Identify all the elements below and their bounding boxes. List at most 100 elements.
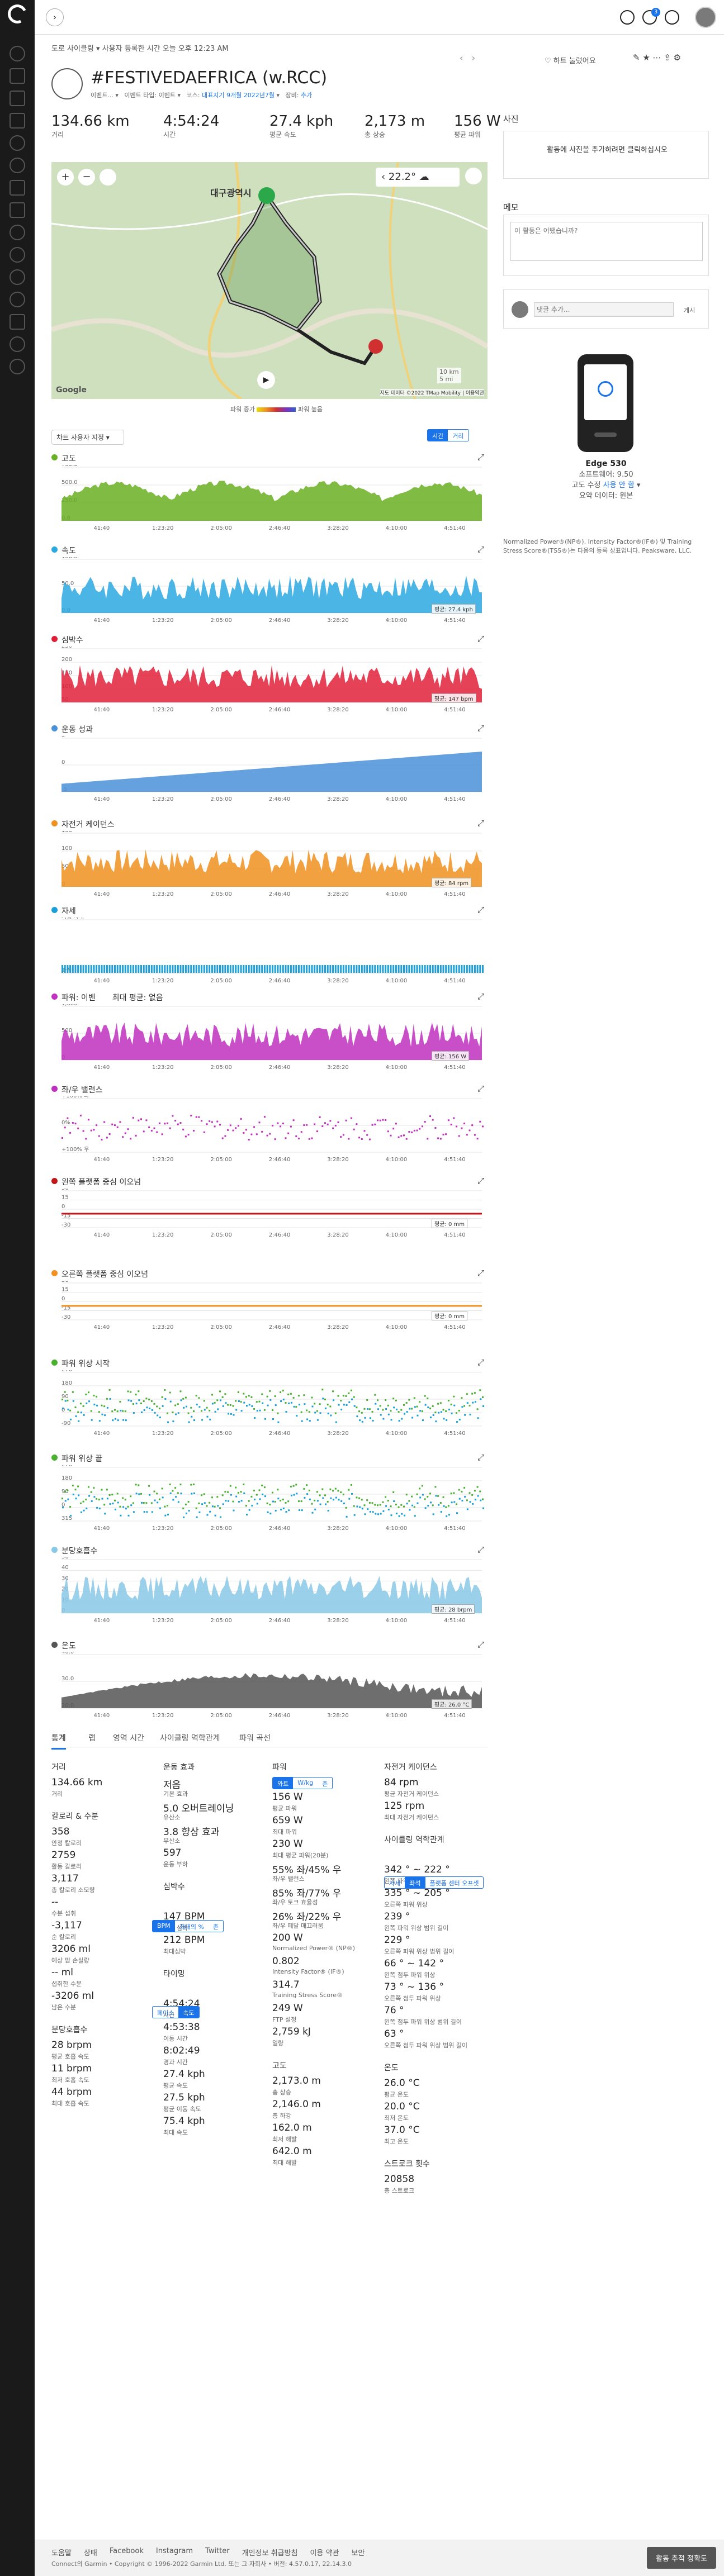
footer-link[interactable]: 개인정보 취급방침 xyxy=(242,2549,298,2558)
chart-hr[interactable]: 2502001501005041:401:23:202:05:002:46:40… xyxy=(51,647,488,716)
chart-title-ppend[interactable]: 파워 위상 끝 xyxy=(51,1453,102,1464)
tab-stats[interactable]: 통계 xyxy=(51,1732,66,1750)
activity-title[interactable]: #FESTIVEDAEFRICA (w.RCC) xyxy=(91,68,328,88)
chart-speed[interactable]: 100.050.00.041:401:23:202:05:002:46:403:… xyxy=(51,557,488,626)
hr-unit-toggle[interactable]: BPM 최대의 % 존 xyxy=(152,1920,224,1932)
activity-toolbar[interactable]: ✎ ★ ⋯ ⇪ ⚙ xyxy=(633,53,682,63)
footer-link[interactable]: Facebook xyxy=(109,2547,144,2555)
dashboard-icon[interactable] xyxy=(10,46,25,61)
chart-expand-icon[interactable]: ⤢ xyxy=(477,1544,484,1555)
map-layers-icon[interactable] xyxy=(100,169,116,186)
chart-expand-icon[interactable]: ⤢ xyxy=(477,634,484,644)
chart-expand-icon[interactable]: ⤢ xyxy=(477,1452,484,1462)
chart-expand-icon[interactable]: ⤢ xyxy=(477,905,484,915)
chart-expand-icon[interactable]: ⤢ xyxy=(477,723,484,733)
weather-widget[interactable]: ‹ 22.2° ☁ xyxy=(376,168,460,187)
breadcrumb-user[interactable]: 사용자 xyxy=(102,45,122,53)
timing-unit-toggle[interactable]: 페이스 속도 xyxy=(152,2006,200,2018)
chart-lpco[interactable]: 30 15 0 -15 -30 41:40 1:23:20 2:05:00 2:46:40 3:2… xyxy=(51,1189,488,1241)
garmin-logo-icon[interactable] xyxy=(5,2,30,26)
chart-temp[interactable]: 40.030.020.041:401:23:202:05:002:46:403:… xyxy=(51,1652,488,1722)
breadcrumb-sport[interactable]: 도로 사이클링 xyxy=(51,45,94,53)
chart-axis-toggle[interactable]: 시간 거리 xyxy=(427,429,469,441)
footer-link[interactable]: 도움말 xyxy=(51,2549,72,2558)
avatar[interactable] xyxy=(695,7,716,28)
chart-title-resp[interactable]: 분당호흡수 xyxy=(51,1545,97,1556)
feedback-button[interactable]: 활동 추적 정확도 xyxy=(647,2547,716,2569)
dynamics-toggle[interactable]: 자세 좌석 플랫폼 센터 오프셋 xyxy=(384,1876,484,1889)
chart-expand-icon[interactable]: ⤢ xyxy=(477,991,484,1001)
prev-next-arrows[interactable]: ‹ › xyxy=(460,53,476,63)
chart-expand-icon[interactable]: ⤢ xyxy=(477,1083,484,1094)
activity-map[interactable]: 대구광역시 + − ‹ 22.2° ☁ ▶ 10 km 5 mi Google 지… xyxy=(51,162,488,399)
chart-ppstart[interactable]: 270 180 90 0 -90 41:40 1:23:20 2:05:00 2:46:40 3:… xyxy=(51,1370,488,1439)
chart-title-speed[interactable]: 속도 xyxy=(51,545,76,556)
power-unit-toggle[interactable]: 와트 W/kg 존 xyxy=(272,1777,333,1789)
chart-resp[interactable]: 5040302010041:401:23:202:05:002:46:403:2… xyxy=(51,1557,488,1627)
chart-title-posture[interactable]: 자세 xyxy=(51,905,76,916)
activities-icon[interactable] xyxy=(10,91,25,106)
tab-cycling-dynamics[interactable]: 사이클링 역학관계 xyxy=(160,1734,220,1743)
expand-sidebar-button[interactable]: › xyxy=(46,8,64,26)
summary-data-source[interactable]: 요약 데이터: 원본 xyxy=(579,492,633,500)
footer-link[interactable]: 상태 xyxy=(83,2549,97,2558)
reports-icon[interactable] xyxy=(10,113,25,129)
chart-title-ppstart[interactable]: 파워 위상 시작 xyxy=(51,1358,110,1369)
chart-expand-icon[interactable]: ⤢ xyxy=(477,818,484,828)
tab-zones[interactable]: 영역 시간 xyxy=(113,1734,144,1743)
chart-expand-icon[interactable]: ⤢ xyxy=(477,1176,484,1186)
settings-icon[interactable] xyxy=(10,336,25,352)
health-icon[interactable] xyxy=(10,158,25,173)
chart-expand-icon[interactable]: ⤢ xyxy=(477,544,484,554)
chart-title-lpco[interactable]: 왼쪽 플랫폼 중심 이오넘 xyxy=(51,1176,141,1187)
comment-post-button[interactable]: 게시 xyxy=(684,307,695,314)
chart-extra-label[interactable]: 최대 평균: 없음 xyxy=(112,994,163,1002)
chart-expand-icon[interactable]: ⤢ xyxy=(477,1268,484,1278)
chart-expand-icon[interactable]: ⤢ xyxy=(477,452,484,462)
chart-title-balance[interactable]: 좌/우 밸런스 xyxy=(51,1084,103,1095)
notifications-icon[interactable]: 3 xyxy=(642,8,660,25)
fullscreen-map-icon[interactable] xyxy=(465,168,482,184)
zoom-in-button[interactable]: + xyxy=(57,169,74,186)
chart-title-rpco[interactable]: 오른쪽 플랫폼 중심 이오넘 xyxy=(51,1268,148,1280)
gear-icon[interactable] xyxy=(10,292,25,307)
play-route-button[interactable]: ▶ xyxy=(257,371,275,389)
footer-link[interactable]: Twitter xyxy=(205,2547,230,2555)
chart-title-cad[interactable]: 자전거 케이던스 xyxy=(51,819,115,830)
performance-icon[interactable] xyxy=(10,202,25,218)
chart-balance[interactable]: +100% 좌 0% +100% 우 41:40 1:23:20 2:05:00 2:46:… xyxy=(51,1096,488,1166)
chart-expand-icon[interactable]: ⤢ xyxy=(477,1357,484,1367)
chart-title-effect[interactable]: 운동 성과 xyxy=(51,724,93,735)
axis-distance-option[interactable]: 거리 xyxy=(452,432,464,440)
notes-input[interactable] xyxy=(510,222,703,261)
help-icon[interactable] xyxy=(10,359,25,374)
chart-effect[interactable]: 50-541:401:23:202:05:002:46:403:28:204:1… xyxy=(51,736,488,805)
running-icon[interactable] xyxy=(10,135,25,151)
chart-title-power[interactable]: 파워: 이벤 최대 평균: 없음 xyxy=(51,992,163,1003)
footer-link[interactable]: 보안 xyxy=(351,2549,365,2558)
chart-title-temp[interactable]: 온도 xyxy=(51,1640,76,1651)
chart-title-hr[interactable]: 심박수 xyxy=(51,634,83,645)
axis-time-option[interactable]: 시간 xyxy=(428,430,448,441)
chart-title-elev[interactable]: 고도 xyxy=(51,453,76,464)
chart-power[interactable]: 1,000500041:401:23:202:05:002:46:403:28:… xyxy=(51,1004,488,1073)
chart-customize-dropdown[interactable]: 차트 사용자 지정 ▾ xyxy=(51,430,124,445)
footer-link[interactable]: Instagram xyxy=(155,2547,193,2555)
chart-expand-icon[interactable]: ⤢ xyxy=(477,1639,484,1650)
calendar-icon[interactable] xyxy=(10,68,25,84)
photos-upload[interactable]: 활동에 사진을 추가하려면 클릭하십시오 xyxy=(503,131,709,179)
chart-ppend[interactable]: 27018090031541:401:23:202:05:002:46:403:… xyxy=(51,1465,488,1534)
insights-icon[interactable] xyxy=(10,225,25,240)
footer-link[interactable]: 이용 약관 xyxy=(310,2549,339,2558)
user-menu-icon[interactable] xyxy=(665,10,679,25)
training-icon[interactable] xyxy=(10,180,25,196)
tab-laps[interactable]: 랩 xyxy=(88,1734,96,1743)
comment-input[interactable] xyxy=(534,302,674,317)
devices-icon[interactable] xyxy=(10,314,25,330)
chart-elev[interactable]: 750.0500.0250.00.041:401:23:202:05:002:4… xyxy=(51,465,488,534)
chart-cad[interactable]: 15010050041:401:23:202:05:002:46:403:28:… xyxy=(51,831,488,900)
like-button[interactable]: ♡ 하트 눌렀어요 xyxy=(545,57,596,65)
zoom-out-button[interactable]: − xyxy=(78,169,95,186)
badges-icon[interactable] xyxy=(10,247,25,263)
